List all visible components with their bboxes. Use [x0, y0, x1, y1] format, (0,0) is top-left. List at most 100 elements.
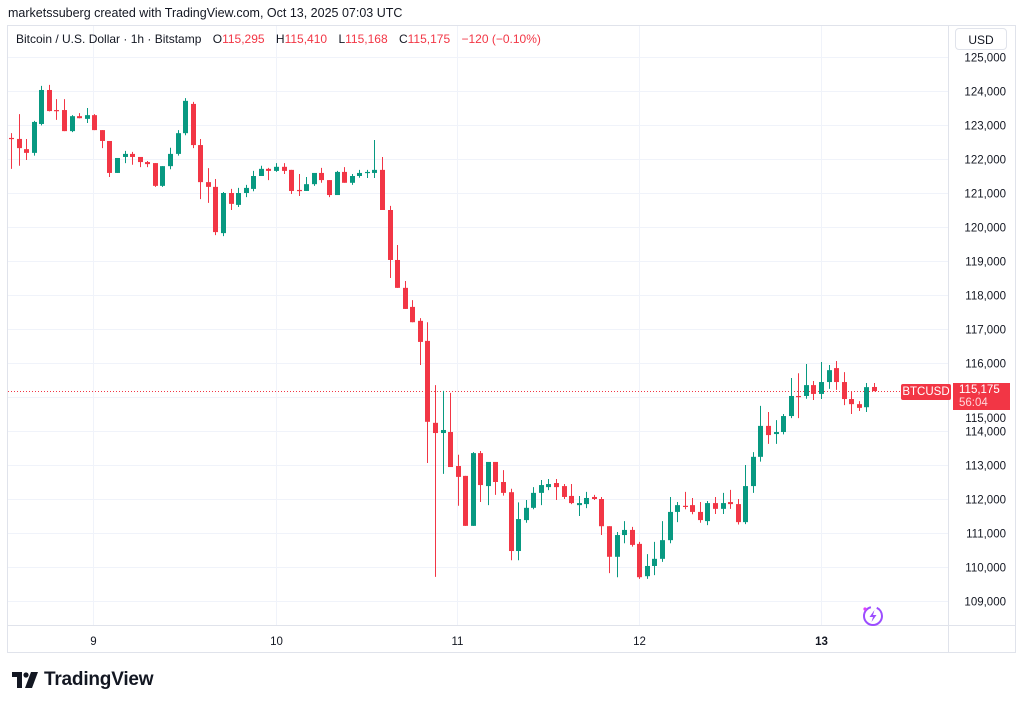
candle-down [342, 167, 347, 183]
candle-body [213, 186, 218, 233]
candle-body [774, 432, 779, 435]
candle-body [403, 287, 408, 309]
y-tick-label: 122,000 [964, 155, 1006, 167]
candle-body [577, 503, 582, 506]
candle-up [168, 147, 173, 170]
candle-up [244, 184, 249, 198]
candle-body [274, 166, 279, 171]
candle-body [864, 387, 869, 408]
candle-up [652, 541, 657, 576]
low-value: 115,168 [345, 32, 388, 46]
replay-icon[interactable] [863, 606, 883, 626]
candle-body [251, 176, 256, 189]
open-label: O [212, 32, 223, 46]
candle-up [827, 365, 832, 389]
high-value: 115,410 [284, 32, 328, 46]
candle-body [85, 115, 90, 119]
candle-body [39, 89, 44, 124]
candle-body [652, 558, 657, 566]
tradingview-logo[interactable]: TradingView [12, 669, 154, 691]
x-tick-label: 10 [270, 636, 283, 648]
candle-up [251, 170, 256, 192]
candle-body [259, 168, 264, 176]
candle-body [819, 382, 824, 394]
candle-up [39, 85, 44, 126]
candle-up [350, 173, 355, 185]
candle-body [456, 466, 461, 477]
candle-body [70, 116, 75, 132]
candle-down [456, 454, 461, 506]
candle-down [403, 281, 408, 309]
x-tick-label: 12 [633, 636, 646, 648]
candle-body [804, 385, 809, 396]
candle-body [721, 503, 726, 509]
candle-down [395, 245, 400, 288]
candle-body [123, 153, 128, 157]
candle-body [501, 482, 506, 493]
y-tick-label: 115,000 [965, 413, 1006, 425]
candle-up [781, 414, 786, 435]
candle-body [849, 399, 854, 405]
candle-down [842, 372, 847, 406]
candle-body [92, 115, 97, 131]
candle-up [645, 554, 650, 579]
candle-body [342, 171, 347, 183]
candle-down [425, 322, 430, 463]
candle-body [357, 172, 362, 176]
candle-up [705, 501, 710, 526]
candle-down [637, 541, 642, 579]
candle-body [781, 416, 786, 433]
candle-up [546, 478, 551, 491]
candle-down [213, 179, 218, 236]
chart-frame [7, 25, 1016, 653]
candle-body [312, 172, 317, 185]
candle-body [592, 496, 597, 499]
candle-body [425, 340, 430, 422]
candle-up [864, 383, 869, 412]
candle-down [872, 383, 877, 392]
candle-down [501, 470, 506, 496]
candle-up [516, 502, 521, 561]
candle-body [9, 137, 14, 140]
candle-body [645, 565, 650, 577]
candle-body [554, 483, 559, 488]
candle-body [62, 110, 67, 132]
candle-up [774, 420, 779, 444]
y-tick-label: 120,000 [964, 223, 1006, 235]
last-price-tag: 115,175 56:04 [953, 383, 1010, 410]
candle-body [493, 461, 498, 482]
candle-down [130, 151, 135, 165]
candle-body [660, 540, 665, 559]
candle-down [493, 461, 498, 495]
candle-body [176, 133, 181, 154]
candle-body [758, 425, 763, 457]
candle-up [221, 191, 226, 237]
candle-down [47, 84, 52, 112]
candle-down [796, 373, 801, 419]
candle-up [365, 169, 370, 179]
candle-down [138, 156, 143, 168]
candle-body [584, 497, 589, 505]
candle-up [531, 487, 536, 510]
candle-up [615, 531, 620, 578]
candle-up [115, 157, 120, 173]
change-value: −120 (−0.10%) [461, 32, 541, 46]
candle-body [282, 166, 287, 171]
y-tick-label: 112,000 [965, 495, 1006, 507]
symbol-price-tag: BTCUSD [901, 384, 951, 400]
candle-up [304, 177, 309, 191]
close-value: 115,175 [407, 32, 451, 46]
last-price: 115,175 [959, 384, 1000, 396]
candle-body [350, 176, 355, 183]
currency-button[interactable]: USD [955, 28, 1007, 50]
candle-body [160, 166, 165, 186]
candle-body [107, 140, 112, 173]
low-label: L [338, 32, 346, 46]
candle-body [539, 485, 544, 493]
candle-body [244, 187, 249, 193]
candle-down [630, 526, 635, 547]
candle-body [24, 149, 29, 153]
candle-up [743, 465, 748, 525]
candle-body [857, 404, 862, 408]
